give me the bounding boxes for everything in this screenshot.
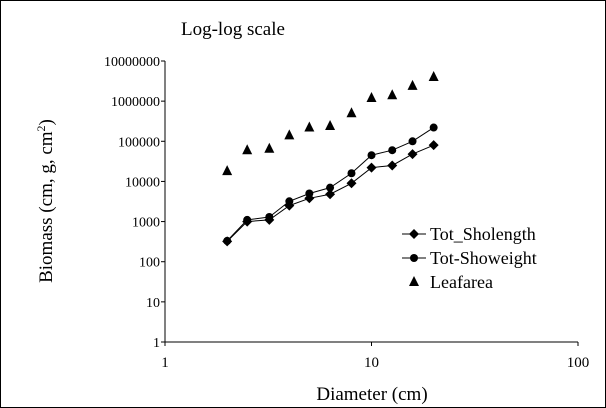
- data-point-leafarea: [387, 89, 398, 100]
- x-axis-label: Diameter (cm): [316, 384, 427, 405]
- chart-title: Log-log scale: [181, 19, 285, 40]
- data-point-tot-showeight: [305, 189, 314, 198]
- series-leafarea: [222, 70, 439, 176]
- y-axis-label-superscript: 2: [34, 125, 48, 131]
- data-point-tot-showeight: [326, 183, 335, 192]
- y-ticks: 1 10 100 1000 10000 100000 1000000 10000000: [104, 55, 165, 351]
- data-point-tot-showeight: [243, 215, 252, 224]
- data-point-tot-sholength: [387, 160, 398, 171]
- data-point-leafarea: [366, 91, 377, 102]
- series-layer: [222, 70, 439, 247]
- data-point-leafarea: [304, 121, 315, 132]
- series-tot-sholength: [222, 140, 439, 247]
- y-tick-label: 10000000: [104, 55, 160, 70]
- y-tick-label: 10: [146, 296, 160, 311]
- legend-label-tot-showeight: Tot-Showeight: [430, 248, 537, 268]
- data-point-tot-showeight: [347, 169, 356, 178]
- data-point-tot-showeight: [388, 146, 397, 155]
- data-point-leafarea: [242, 144, 253, 155]
- legend-label-tot-sholength: Tot_Sholength: [430, 224, 536, 244]
- y-axis-label-main: Biomass (cm, g, cm: [36, 131, 57, 283]
- data-point-leafarea: [428, 70, 439, 81]
- legend-marker-leafarea: [409, 276, 419, 286]
- legend: Tot_Sholength Tot-Showeight Leafarea: [402, 224, 537, 292]
- y-axis-label: Biomass (cm, g, cm2): [34, 119, 57, 283]
- x-ticks: 1 10 100: [161, 342, 589, 371]
- y-tick-label: 100: [139, 256, 160, 271]
- x-tick-label: 10: [364, 355, 379, 371]
- data-point-leafarea: [325, 120, 336, 131]
- data-point-tot-showeight: [367, 151, 376, 160]
- data-point-tot-showeight: [408, 137, 417, 146]
- legend-marker-tot-sholength: [409, 229, 419, 239]
- data-point-tot-sholength: [428, 140, 439, 151]
- data-point-tot-showeight: [429, 123, 438, 132]
- series-tot-showeight: [223, 123, 438, 245]
- data-point-tot-showeight: [223, 236, 232, 245]
- y-tick-label: 1000: [132, 216, 160, 231]
- y-tick-label: 10000: [125, 175, 160, 190]
- x-tick-label: 1: [161, 355, 169, 371]
- data-point-tot-sholength: [325, 189, 336, 200]
- data-point-tot-sholength: [407, 149, 418, 160]
- legend-label-leafarea: Leafarea: [430, 272, 493, 292]
- y-tick-label: 1000000: [111, 95, 160, 110]
- data-point-leafarea: [284, 129, 295, 140]
- data-point-tot-sholength: [366, 162, 377, 173]
- plot-area: [164, 61, 578, 343]
- y-tick-label: 1: [153, 336, 160, 351]
- x-tick-label: 100: [567, 355, 590, 371]
- data-point-tot-showeight: [265, 212, 274, 221]
- data-point-leafarea: [407, 79, 418, 90]
- legend-marker-tot-showeight: [410, 254, 418, 262]
- data-point-tot-showeight: [285, 197, 294, 206]
- data-point-leafarea: [346, 107, 357, 118]
- data-point-leafarea: [222, 165, 233, 176]
- y-axis-label-tail: ): [36, 119, 57, 125]
- data-point-tot-sholength: [346, 178, 357, 189]
- y-tick-label: 100000: [118, 135, 160, 150]
- data-point-leafarea: [264, 142, 275, 153]
